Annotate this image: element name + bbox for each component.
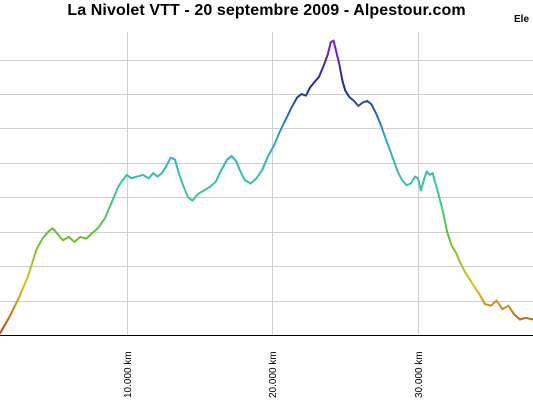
x-tick-label: 20.000 km xyxy=(268,351,279,398)
chart-title: La Nivolet VTT - 20 septembre 2009 - Alp… xyxy=(67,2,466,19)
line-layer xyxy=(0,39,533,335)
grid-layer xyxy=(0,32,533,335)
x-tick-label: 10.000 km xyxy=(123,351,134,398)
x-tick-label: 30.000 km xyxy=(414,351,425,398)
label-layer: 10.000 km 20.000 km 30.000 km xyxy=(123,351,425,398)
elevation-profile-line xyxy=(0,39,533,335)
corner-axis-label: Ele xyxy=(514,14,530,25)
